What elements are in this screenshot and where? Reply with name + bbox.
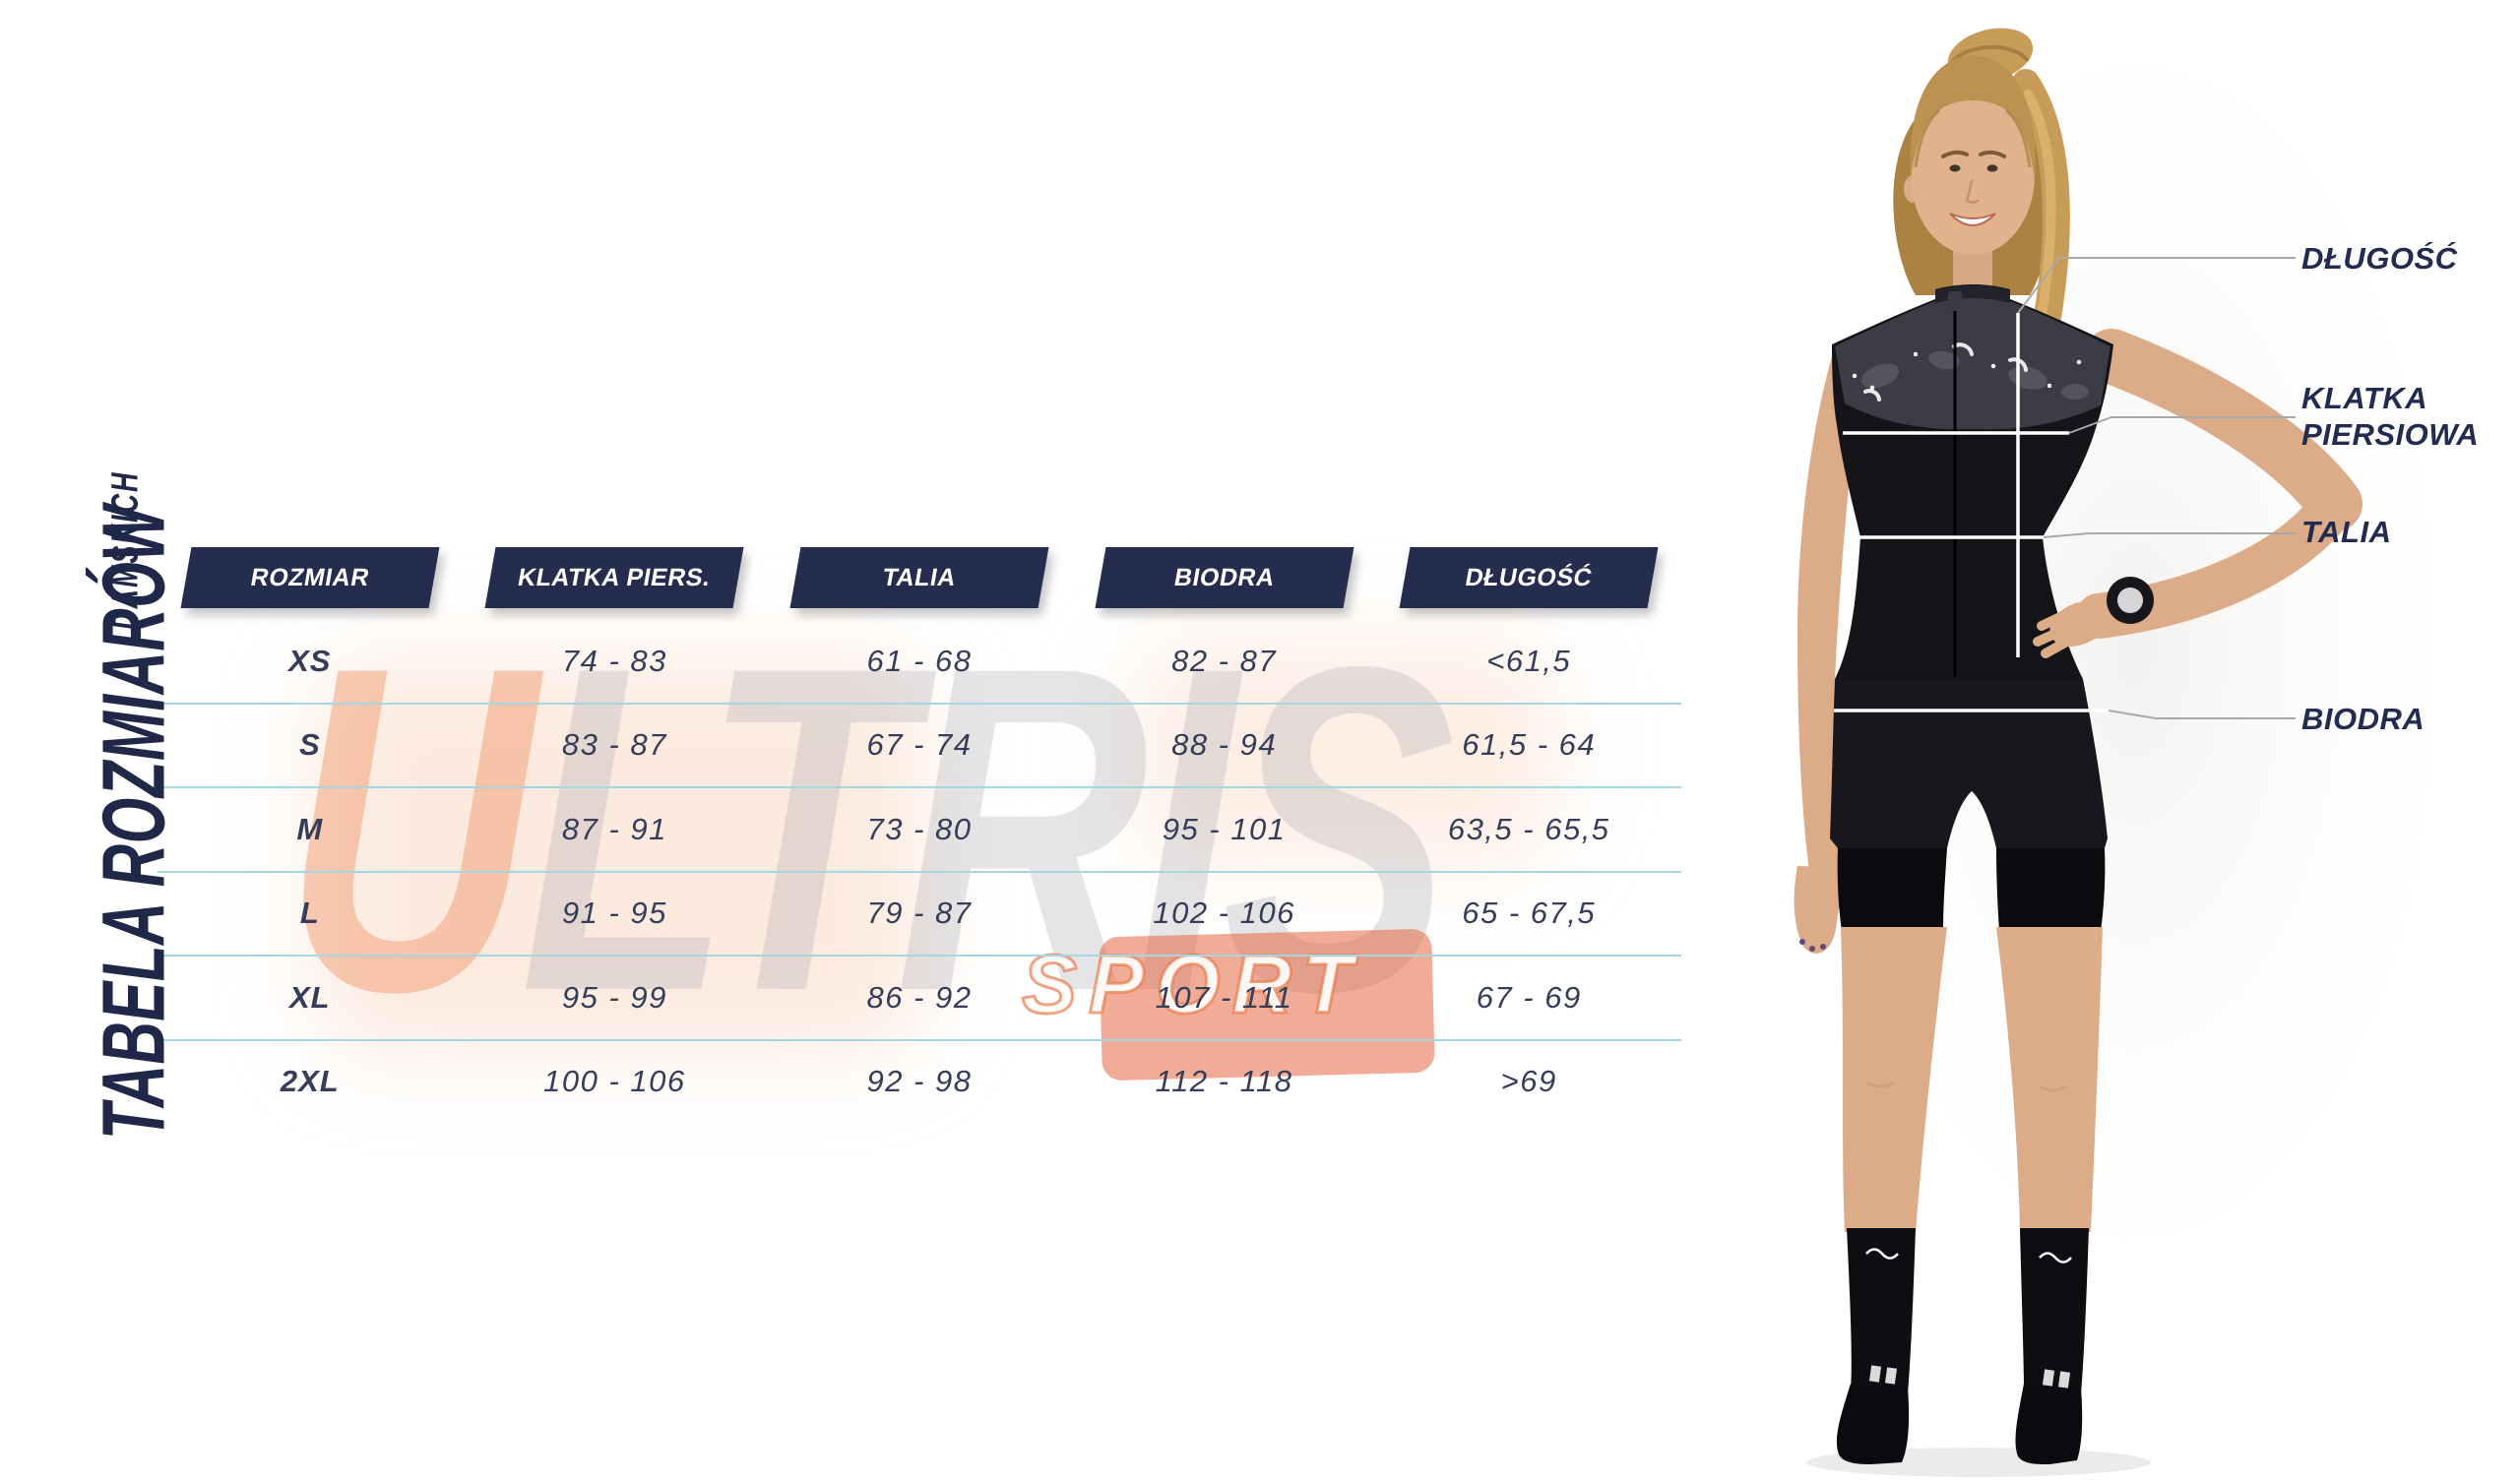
model-left-arm — [1794, 346, 1858, 954]
cell-waist: 79 - 87 — [866, 896, 973, 931]
cell-hips: 107 - 111 — [1155, 979, 1293, 1015]
table-row-s: S 83 - 87 67 - 74 88 - 94 61,5 - 64 — [158, 705, 1681, 788]
column-header-size-label: ROZMIAR — [248, 563, 372, 591]
model-right-forearm-hand — [2033, 481, 2358, 658]
brand-watermark-sub: SPORT — [1021, 937, 1364, 1032]
measurement-leader-lines — [2017, 257, 2296, 719]
length-leader-line — [2017, 257, 2296, 314]
waist-leader-line — [2043, 532, 2296, 538]
chest-leader-line — [2068, 416, 2296, 434]
table-row-l: L 91 - 95 79 - 87 102 - 106 65 - 67,5 — [158, 873, 1681, 957]
cell-chest: 83 - 87 — [561, 727, 667, 763]
cell-length: 61,5 - 64 — [1462, 727, 1597, 763]
cell-waist: 67 - 74 — [866, 727, 973, 763]
column-header-chest: KLATKA PIERS. — [484, 547, 744, 608]
watermark-glow — [1132, 640, 1555, 866]
chest-label-line2: PIERSIOWA — [2301, 417, 2480, 452]
cell-size: M — [296, 811, 324, 846]
cell-chest: 100 - 106 — [543, 1064, 686, 1099]
cell-chest: 87 - 91 — [561, 811, 667, 846]
column-header-chest-label: KLATKA PIERS. — [516, 563, 714, 591]
cell-hips: 82 - 87 — [1171, 643, 1278, 678]
model-legs — [1841, 927, 2103, 1232]
cell-chest: 95 - 99 — [561, 979, 667, 1015]
cell-size: L — [299, 896, 320, 931]
table-row-xs: XS 74 - 83 61 - 68 82 - 87 <61,5 — [158, 620, 1681, 705]
model-photo — [1742, 0, 2520, 1484]
column-header-waist: TALIA — [789, 547, 1049, 608]
cell-waist: 92 - 98 — [866, 1064, 973, 1099]
column-header-hips: BIODRA — [1095, 547, 1354, 608]
cell-length: >69 — [1500, 1064, 1557, 1099]
length-label: DŁUGOŚĆ — [2301, 241, 2458, 276]
cell-size: XS — [288, 643, 332, 678]
size-table-header: ROZMIAR KLATKA PIERS. TALIA BIODRA DŁUGO… — [158, 547, 1681, 610]
cell-length: 63,5 - 65,5 — [1447, 811, 1610, 846]
chest-label-line1: KLATKA — [2301, 381, 2428, 415]
page-subtitle: DAMSKICH — [104, 470, 146, 631]
waist-label: TALIA — [2301, 515, 2392, 549]
hips-leader-line — [2108, 710, 2296, 719]
cell-chest: 74 - 83 — [561, 643, 667, 678]
column-header-length: DŁUGOŚĆ — [1399, 547, 1659, 608]
column-header-size: ROZMIAR — [180, 547, 440, 608]
cell-size: S — [298, 727, 321, 763]
table-row-xl: XL 95 - 99 86 - 92 107 - 111 67 - 69 — [158, 957, 1681, 1041]
model-vest — [1832, 284, 2113, 679]
cell-chest: 91 - 95 — [561, 896, 667, 931]
cell-hips: 112 - 118 — [1155, 1064, 1293, 1099]
cell-waist: 61 - 68 — [866, 643, 973, 678]
cell-waist: 73 - 80 — [866, 811, 973, 846]
cell-length: 65 - 67,5 — [1462, 896, 1597, 931]
cell-hips: 88 - 94 — [1171, 727, 1278, 763]
table-row-m: M 87 - 91 73 - 80 95 - 101 63,5 - 65,5 — [158, 788, 1681, 873]
measurement-lines — [1834, 313, 2109, 712]
hips-label: BIODRA — [2301, 702, 2426, 736]
chest-label: KLATKA PIERSIOWA — [2301, 380, 2479, 453]
model-shorts — [1830, 679, 2108, 931]
cell-size: 2XL — [280, 1064, 340, 1099]
cell-length: <61,5 — [1486, 643, 1572, 678]
column-header-hips-label: BIODRA — [1171, 563, 1277, 591]
model-right-upper-arm — [2084, 329, 2362, 531]
table-row-2xl: 2XL 100 - 106 92 - 98 112 - 118 >69 — [158, 1041, 1681, 1124]
cell-waist: 86 - 92 — [866, 979, 973, 1015]
watermark-glow — [315, 659, 925, 1053]
cell-hips: 95 - 101 — [1162, 811, 1287, 846]
column-header-length-label: DŁUGOŚĆ — [1463, 563, 1595, 591]
cell-length: 67 - 69 — [1476, 979, 1582, 1015]
cell-size: XL — [288, 979, 331, 1015]
size-table-body: XS 74 - 83 61 - 68 82 - 87 <61,5 S 83 - … — [158, 620, 1681, 1123]
column-header-waist-label: TALIA — [880, 563, 959, 591]
model-socks-feet — [1836, 1228, 2089, 1464]
cell-hips: 102 - 106 — [1153, 896, 1295, 931]
